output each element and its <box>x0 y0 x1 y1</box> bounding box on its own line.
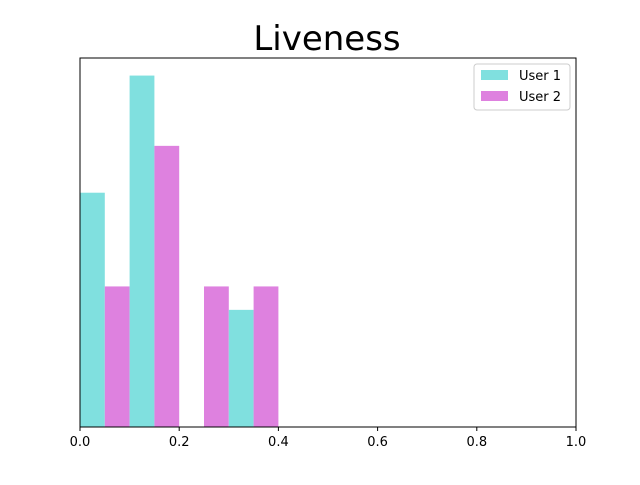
legend-swatch-user-2 <box>481 91 508 101</box>
legend-label-user-1: User 1 <box>519 69 561 84</box>
legend-label-user-2: User 2 <box>519 90 561 105</box>
x-tick-label: 0.4 <box>268 435 289 450</box>
legend: User 1 User 2 <box>473 63 571 111</box>
bar-user-2-bin-3 <box>253 286 279 427</box>
bars-layer <box>80 75 279 428</box>
x-tick-label: 0.0 <box>70 435 91 450</box>
x-tick-label: 0.8 <box>466 435 487 450</box>
plot-frame <box>79 57 577 428</box>
legend-swatch-user-1 <box>481 70 508 80</box>
bar-user-2-bin-1 <box>154 145 180 428</box>
x-tick-label: 0.2 <box>169 435 190 450</box>
bar-user-1-bin-1 <box>129 75 155 427</box>
bar-user-2-bin-2 <box>204 286 229 427</box>
x-tick-label: 1.0 <box>566 435 587 450</box>
bar-user-1-bin-3 <box>228 309 254 427</box>
bar-user-2-bin-0 <box>104 286 130 427</box>
chart-title: Liveness <box>253 19 400 59</box>
x-tick-label: 0.6 <box>367 435 388 450</box>
x-axis: 0.0 0.2 0.4 0.6 0.8 1.0 <box>70 427 587 450</box>
bar-user-1-bin-0 <box>80 192 105 427</box>
